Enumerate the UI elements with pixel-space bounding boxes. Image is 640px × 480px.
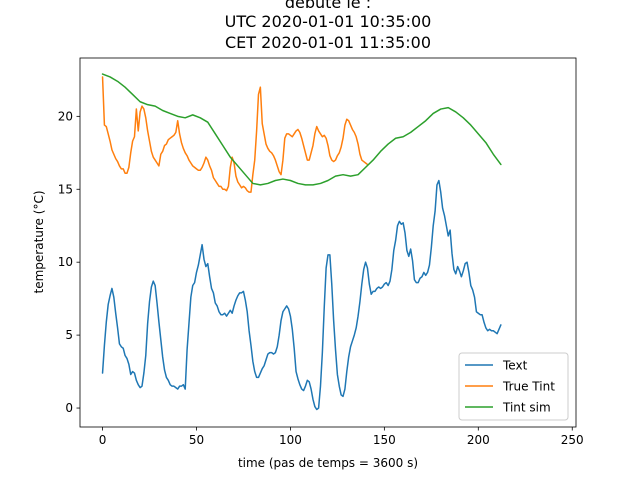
y-tick-label-4: 20 (58, 109, 73, 123)
legend-frame (458, 352, 569, 421)
x-tick-label-0: 0 (99, 433, 107, 447)
x-axis: 0 50 100 150 200 250 (99, 427, 584, 447)
series-layer (101, 73, 502, 411)
y-axis-label: temperature (°C) (32, 191, 46, 294)
plot-frame (79, 57, 577, 428)
series-line-2 (101, 73, 502, 186)
y-tick-label-3: 15 (58, 182, 73, 196)
x-tick-label-2: 100 (279, 433, 302, 447)
x-tick-label-5: 250 (561, 433, 584, 447)
x-axis-label: time (pas de temps = 3600 s) (238, 456, 418, 470)
y-axis: 0 5 10 15 20 (58, 109, 80, 415)
chart-title: debute le : UTC 2020-01-01 10:35:00 CET … (225, 0, 432, 52)
y-tick-label-0: 0 (65, 401, 73, 415)
legend-label-0: Text (502, 359, 528, 373)
series-line-0 (101, 179, 502, 411)
legend-label-1: True Tint (502, 380, 555, 394)
x-tick-label-3: 150 (373, 433, 396, 447)
x-tick-label-4: 200 (467, 433, 490, 447)
title-line-2: UTC 2020-01-01 10:35:00 (225, 12, 432, 31)
legend-label-2: Tint sim (502, 401, 551, 415)
legend: Text True Tint Tint sim (458, 352, 569, 421)
title-line-1: debute le : (285, 0, 371, 12)
title-line-3: CET 2020-01-01 11:35:00 (225, 33, 431, 52)
x-tick-label-1: 50 (189, 433, 204, 447)
y-tick-label-1: 5 (65, 328, 73, 342)
y-tick-label-2: 10 (58, 255, 73, 269)
series-line-1 (101, 76, 369, 193)
